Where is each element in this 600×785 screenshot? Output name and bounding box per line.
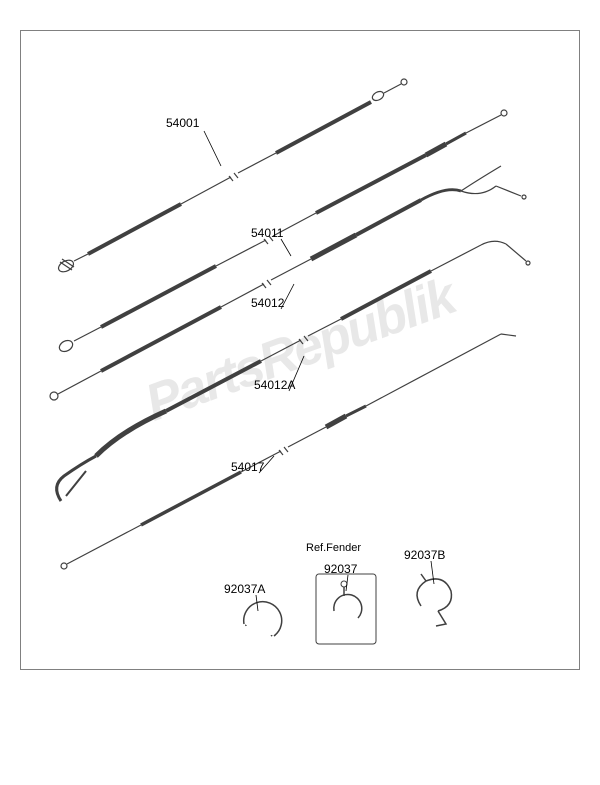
clip-92037b <box>417 574 451 626</box>
label-54017: 54017 <box>231 460 264 474</box>
label-54012a: 54012A <box>254 378 295 392</box>
cable-54012 <box>50 166 526 400</box>
diagram-frame: PartsRepublik <box>20 30 580 670</box>
fender-ref-box <box>316 574 376 644</box>
label-ref-fender: Ref.Fender <box>306 542 361 554</box>
cable-diagram-svg <box>26 36 576 666</box>
cable-54012a <box>57 241 530 501</box>
clamp-92037a <box>244 602 282 636</box>
label-54012: 54012 <box>251 296 284 310</box>
label-54011: 54011 <box>251 226 283 240</box>
cable-54001 <box>57 79 407 274</box>
label-92037: 92037 <box>324 562 357 576</box>
label-92037a: 92037A <box>224 582 265 596</box>
label-54001: 54001 <box>166 116 199 130</box>
diagram-inner: PartsRepublik <box>26 36 574 664</box>
label-92037b: 92037B <box>404 548 445 562</box>
cable-54017 <box>61 334 516 569</box>
